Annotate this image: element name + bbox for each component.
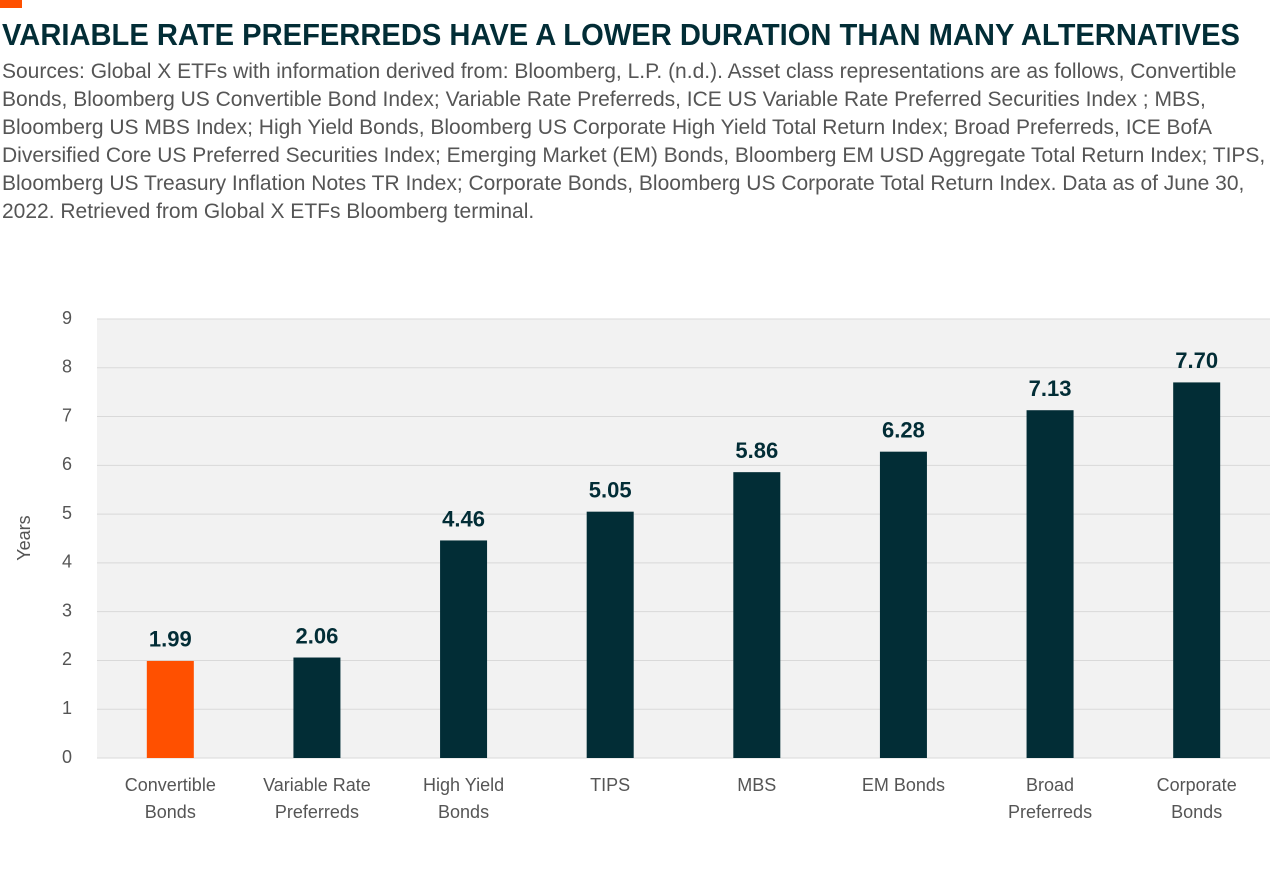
bar xyxy=(586,511,634,758)
plot-area xyxy=(97,319,1270,758)
bar xyxy=(293,657,341,758)
y-tick-label: 0 xyxy=(62,747,72,767)
value-label: 2.06 xyxy=(296,623,339,648)
bar xyxy=(1026,410,1074,758)
value-label: 5.86 xyxy=(735,438,778,463)
y-tick-label: 6 xyxy=(62,454,72,474)
value-label: 7.70 xyxy=(1175,348,1218,373)
y-tick-label: 7 xyxy=(62,405,72,425)
bar xyxy=(146,660,194,758)
x-tick-label: EM Bonds xyxy=(861,775,945,795)
x-tick-label: Variable Rate Preferreds xyxy=(263,775,371,822)
value-label: 4.46 xyxy=(442,506,485,531)
chart-title: VARIABLE RATE PREFERREDS HAVE A LOWER DU… xyxy=(2,17,1240,52)
y-tick-label: 4 xyxy=(62,552,72,572)
bar xyxy=(879,451,927,758)
value-label: 5.05 xyxy=(589,477,632,502)
y-tick-label: 8 xyxy=(62,357,72,377)
y-axis-label: Years xyxy=(14,515,34,560)
subtitle: Sources: Global X ETFs with information … xyxy=(2,60,1266,223)
y-tick-label: 3 xyxy=(62,600,72,620)
x-tick-label: TIPS xyxy=(590,775,631,795)
x-tick-label: Broad Preferreds xyxy=(1008,775,1093,822)
x-tick-label: Convertible Bonds xyxy=(124,775,216,822)
y-tick-label: 9 xyxy=(62,308,72,328)
y-tick-label: 2 xyxy=(62,649,72,669)
x-tick-label: MBS xyxy=(737,775,777,795)
value-label: 6.28 xyxy=(882,417,925,442)
bar xyxy=(733,472,781,758)
bar xyxy=(1173,382,1221,758)
value-label: 7.13 xyxy=(1029,376,1072,401)
y-tick-label: 5 xyxy=(62,503,72,523)
bar xyxy=(440,540,488,758)
accent-mark xyxy=(0,0,22,8)
x-tick-label: Corporate Bonds xyxy=(1156,775,1237,822)
y-tick-label: 1 xyxy=(62,698,72,718)
x-tick-label: High Yield Bonds xyxy=(423,775,505,822)
value-label: 1.99 xyxy=(149,627,192,652)
